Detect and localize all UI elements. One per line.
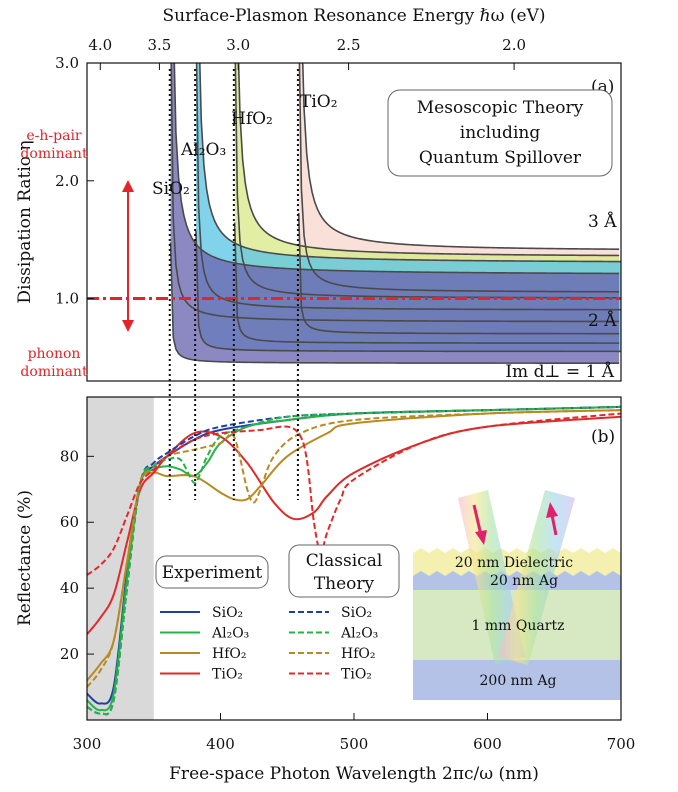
panel-b-ylabel: Reflectance (%) [15,490,35,626]
reflectance-classical-5 [87,405,621,716]
phonon-label-1: phonon [28,346,81,362]
panel-a-ticks: 1.0 2.0 3.0 4.0 3.5 3.0 2.5 2.0 [55,36,526,308]
band-sio2 [170,63,620,364]
ag-bottom-layer [413,660,621,700]
classical-title-2: Theory [314,574,375,594]
xtick-label-b: 300 [73,735,102,753]
sample-inset: 20 nm Dielectric 20 nm Ag 1 mm Quartz 20… [413,490,621,700]
curve-hfo2-d1 [233,222,620,344]
incident-arrow-icon [472,504,487,545]
curve-tio2-d3 [301,63,620,251]
legend-label-classical: Al₂O₃ [340,626,378,642]
legend-label-classical: HfO₂ [341,646,375,662]
ytick-label-b: 20 [60,645,79,663]
double-arrow-icon [122,180,134,332]
curve-al2o3-d3 [199,63,621,263]
classical-box [288,544,400,598]
top-tick-label: 2.0 [502,36,526,54]
legend-label-classical: SiO₂ [341,605,372,621]
experiment-box [155,555,269,589]
panel-a-frame [86,62,622,382]
xtick-label-b: 500 [340,735,369,753]
curve-al2o3-d1 [195,230,621,353]
panel-b: 20 nm Dielectric 20 nm Ag 1 mm Quartz 20… [15,396,635,784]
dielectric-layer [413,548,621,576]
top-tick-label: 4.0 [88,36,112,54]
mesoscopic-line-1: Mesoscopic Theory [417,98,584,118]
mesoscopic-line-3: Quantum Spillover [419,148,582,168]
reflectance-curves [87,405,621,716]
dissipation-curves [169,63,621,364]
ytick-label-a: 3.0 [55,54,79,72]
legend-label-experiment: SiO₂ [212,605,243,621]
curve-sio2-d3 [173,63,620,275]
xtick-label-b: 400 [206,735,235,753]
dielectric-label: 20 nm Dielectric [455,555,573,571]
reflectance-experiment-3 [87,415,621,635]
reflectance-classical-6 [87,409,621,688]
sio2-label: SiO₂ [152,179,190,199]
ag-top-label: 20 nm Ag [490,573,558,589]
mesoscopic-box [387,89,613,177]
ytick-label-b: 40 [60,579,79,597]
tio2-label: TiO₂ [300,92,338,112]
curve-al2o3-d2 [195,63,621,311]
eh-pair-label-2: dominant [20,146,88,162]
top-axis-label: Surface-Plasmon Resonance Energy ℏω (eV) [162,6,545,26]
panel-b-ticks: 20 40 60 80 300 400 500 600 700 [60,447,635,753]
legend-label-experiment: HfO₂ [212,646,246,662]
hfo2-label: HfO₂ [231,109,273,129]
ytick-label-a: 2.0 [55,172,79,190]
top-tick-label: 3.0 [226,36,250,54]
ag-bottom-label: 200 nm Ag [480,673,557,689]
mesoscopic-line-2: including [460,123,541,143]
label-3A: 3 Å [588,211,617,232]
classical-title-1: Classical [306,551,383,571]
phonon-label-2: dominant [20,364,88,380]
panel-b-label: (b) [591,427,615,447]
ag-top-layer [413,570,621,590]
ytick-label-b: 60 [60,513,79,531]
curve-tio2-d2 [298,63,620,293]
legend-label-experiment: Al₂O₃ [211,626,249,642]
curve-sio2-d2 [170,63,620,323]
ytick-label-a: 1.0 [55,290,79,308]
panel-a: 1.0 2.0 3.0 4.0 3.5 3.0 2.5 2.0 Surface-Plasmon… [15,6,622,382]
top-tick-label: 3.5 [147,36,171,54]
curve-tio2-d1 [297,213,620,335]
xtick-label-b: 600 [473,735,502,753]
reflected-arrow-icon [546,502,558,536]
eh-pair-label-1: e-h-pair [26,128,82,144]
label-1A: Im d⊥ = 1 Å [505,361,614,382]
experiment-title: Experiment [162,563,263,583]
xtick-label-b: 700 [607,735,636,753]
al2o3-label: Al₂O₃ [180,140,226,160]
curve-sio2-d1 [169,242,620,364]
panel-b-xlabel: Free-space Photon Wavelength 2πc/ω (nm) [169,764,539,784]
ytick-label-b: 80 [60,447,79,465]
legend: SiO₂ SiO₂ Al₂O₃ Al₂O₃ HfO₂ HfO₂ TiO₂ TiO₂ [160,605,378,683]
shaded-region [87,397,154,720]
panel-a-ylabel: Dissipation Ratio η [15,140,35,303]
top-tick-label: 2.5 [337,36,361,54]
legend-label-experiment: TiO₂ [212,667,243,683]
label-2A: 2 Å [588,310,617,331]
quartz-label: 1 mm Quartz [472,618,565,634]
legend-label-classical: TiO₂ [341,667,372,683]
